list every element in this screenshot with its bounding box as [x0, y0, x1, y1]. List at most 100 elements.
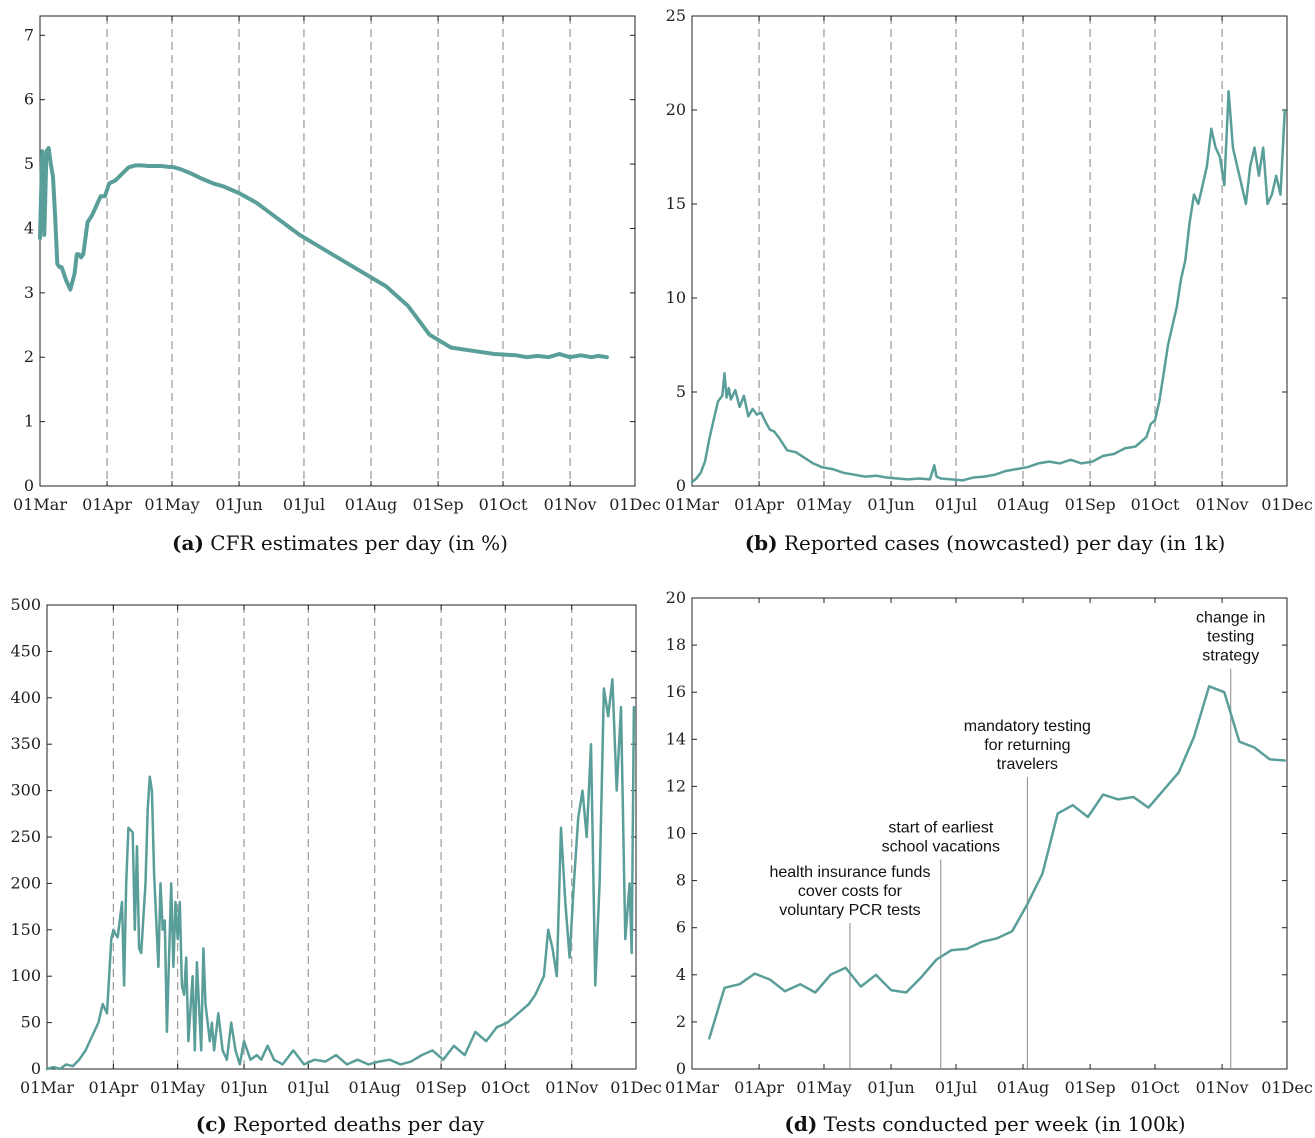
y-tick-label: 20 — [666, 588, 686, 607]
y-tick-label: 7 — [24, 25, 34, 44]
y-tick-label: 50 — [21, 1013, 41, 1032]
y-tick-label: 400 — [10, 688, 41, 707]
y-tick-label: 10 — [666, 824, 686, 843]
y-tick-label: 20 — [666, 100, 686, 119]
x-tick-label: 01Apr — [734, 1078, 784, 1097]
x-tick-label: 01Oct — [1131, 495, 1180, 514]
y-tick-label: 5 — [24, 154, 34, 173]
annotation-text: strategy — [1202, 648, 1259, 665]
axes-frame — [39, 15, 636, 487]
x-tick-label: 01Dec — [609, 495, 661, 514]
x-tick-label: 01Dec — [1261, 495, 1313, 514]
x-tick-label: 01Sep — [416, 1078, 467, 1097]
series-line — [45, 677, 636, 1071]
axes-frame — [46, 604, 637, 1070]
caption-b: (b) Reported cases (nowcasted) per day (… — [745, 531, 1226, 555]
x-tick-label: 01Jul — [283, 495, 325, 514]
caption-a: (a) CFR estimates per day (in %) — [172, 531, 508, 555]
annotation-text: health insurance funds — [769, 864, 930, 881]
annotation-text: start of earliest — [888, 819, 993, 836]
x-tick-label: 01Dec — [610, 1078, 662, 1097]
y-tick-label: 0 — [676, 476, 686, 495]
y-tick-label: 0 — [31, 1059, 41, 1078]
series-line — [38, 146, 609, 360]
y-tick-label: 16 — [666, 682, 686, 701]
caption-c: (c) Reported deaths per day — [196, 1112, 485, 1136]
y-tick-label: 15 — [666, 194, 686, 213]
x-tick-label: 01Jun — [220, 1078, 267, 1097]
y-tick-label: 500 — [10, 595, 41, 614]
x-tick-label: 01Jul — [935, 1078, 977, 1097]
panel-a-cfr-chart: 0 1 2 3 4 5 6 7 01Mar 01Apr 01May 01Jun 01Jul 01Aug 01… — [13, 15, 661, 514]
annotation-text: mandatory testing — [964, 718, 1091, 735]
x-tick-label: 01Mar — [13, 495, 67, 514]
y-tick-label: 8 — [676, 871, 686, 890]
x-tick-label: 01Jun — [867, 1078, 914, 1097]
y-tick-label: 14 — [666, 729, 686, 748]
annotation-text: cover costs for — [798, 883, 903, 900]
x-tick-label: 01Nov — [1196, 495, 1249, 514]
annotation-text: travelers — [997, 756, 1058, 773]
x-tick-label: 01Oct — [481, 1078, 530, 1097]
caption-d: (d) Tests conducted per week (in 100k) — [784, 1112, 1185, 1136]
panel-d-tests-chart: 0 2 4 6 8 10 12 14 16 18 20 01Mar 01Apr 01May 01Jun 01J… — [665, 588, 1313, 1097]
x-tick-label: 01Sep — [413, 495, 464, 514]
x-tick-label: 01Sep — [1065, 495, 1116, 514]
y-tick-label: 18 — [666, 635, 686, 654]
annotation-text: school vacations — [882, 838, 1000, 855]
y-tick-label: 350 — [10, 734, 41, 753]
x-tick-label: 01Aug — [345, 495, 397, 514]
x-tick-label: 01Nov — [544, 495, 597, 514]
x-tick-label: 01Mar — [665, 495, 719, 514]
x-tick-label: 01Dec — [1261, 1078, 1313, 1097]
x-tick-label: 01Mar — [20, 1078, 74, 1097]
series-line — [690, 89, 1287, 484]
annotation-text: change in — [1196, 610, 1265, 627]
y-tick-label: 6 — [24, 90, 34, 109]
y-tick-label: 10 — [666, 288, 686, 307]
x-tick-label: 01Mar — [665, 1078, 719, 1097]
x-tick-label: 01May — [796, 1078, 851, 1097]
y-tick-label: 300 — [10, 781, 41, 800]
x-tick-label: 01May — [796, 495, 851, 514]
x-tick-label: 01Sep — [1065, 1078, 1116, 1097]
y-tick-label: 6 — [676, 918, 686, 937]
y-tick-label: 0 — [676, 1059, 686, 1078]
x-tick-label: 01Jul — [287, 1078, 329, 1097]
y-tick-label: 250 — [10, 827, 41, 846]
x-tick-label: 01Jun — [867, 495, 914, 514]
x-tick-label: 01Oct — [1131, 1078, 1180, 1097]
y-tick-label: 12 — [666, 776, 686, 795]
x-tick-label: 01Jul — [935, 495, 977, 514]
x-tick-label: 01May — [150, 1078, 205, 1097]
y-tick-label: 1 — [24, 412, 34, 431]
y-tick-label: 450 — [10, 641, 41, 660]
y-tick-label: 100 — [10, 966, 41, 985]
y-tick-label: 200 — [10, 873, 41, 892]
y-tick-label: 150 — [10, 920, 41, 939]
x-tick-label: 01Nov — [545, 1078, 598, 1097]
axes-frame — [691, 15, 1288, 487]
x-tick-label: 01Nov — [1196, 1078, 1249, 1097]
x-tick-label: 01Apr — [734, 495, 784, 514]
x-tick-label: 01Apr — [88, 1078, 138, 1097]
annotation-text: testing — [1207, 629, 1254, 646]
annotation-text: for returning — [984, 737, 1070, 754]
panel-b-cases-chart: 0 5 10 15 20 25 01Mar 01Apr 01May 01Jun 01Jul 01Aug… — [665, 6, 1313, 514]
series-line — [708, 685, 1287, 1040]
panel-c-deaths-chart: 0 50 100 150 200 250 300 350 400 450 500 01Mar 01Apr… — [10, 595, 661, 1097]
x-tick-label: 01Aug — [997, 1078, 1049, 1097]
y-tick-label: 4 — [676, 965, 686, 984]
x-tick-label: 01May — [144, 495, 199, 514]
annotation-text: voluntary PCR tests — [779, 902, 920, 919]
x-tick-label: 01Jun — [215, 495, 262, 514]
x-tick-label: 01Aug — [348, 1078, 400, 1097]
y-tick-label: 2 — [24, 347, 34, 366]
x-tick-label: 01Aug — [997, 495, 1049, 514]
y-tick-label: 3 — [24, 283, 34, 302]
y-tick-label: 25 — [666, 6, 686, 25]
x-tick-label: 01Apr — [82, 495, 132, 514]
x-tick-label: 01Oct — [479, 495, 528, 514]
y-tick-label: 0 — [24, 476, 34, 495]
